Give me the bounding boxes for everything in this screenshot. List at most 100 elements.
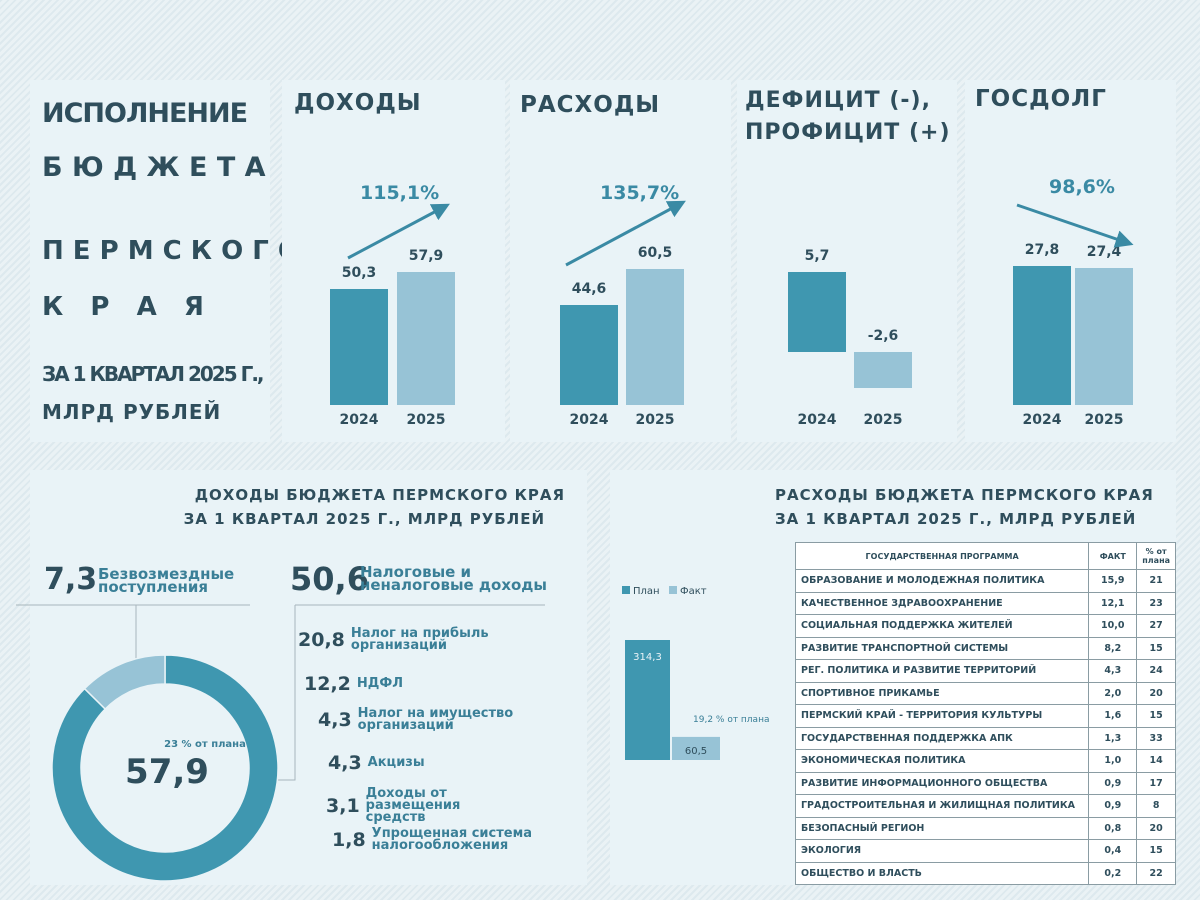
item-label: НДФЛ <box>356 676 527 691</box>
plan-percent: 20 <box>1136 816 1176 840</box>
table-row: ЭКОНОМИЧЕСКАЯ ПОЛИТИКА 1,0 14 <box>794 749 1176 773</box>
panel-title: ГОСДОЛГ <box>975 86 1107 112</box>
col-fact: ФАКТ <box>1088 542 1138 570</box>
year-label: 2024 <box>1022 412 1062 428</box>
revenue-item: 3,1 Доходы от размещения средств <box>326 787 536 824</box>
item-label: Налог на имущество организаций <box>357 706 528 732</box>
revenue-panel: ДОХОДЫ 50,3 2024 57,9 2025 115,1% <box>282 80 505 442</box>
trend-arrow-icon <box>1016 203 1134 248</box>
fact-value: 1,0 <box>1088 749 1138 773</box>
title-line: ИСПОЛНЕНИЕ <box>42 98 248 129</box>
program-name: ОБЩЕСТВО И ВЛАСТЬ <box>794 861 1090 885</box>
item-label: Акцизы <box>367 755 538 770</box>
program-name: СОЦИАЛЬНАЯ ПОДДЕРЖКА ЖИТЕЛЕЙ <box>794 614 1090 638</box>
bar-value-label: 50,3 <box>341 265 377 282</box>
table-row: ОБРАЗОВАНИЕ И МОЛОДЕЖНАЯ ПОЛИТИКА 15,9 21 <box>794 569 1176 593</box>
plan-percent: 24 <box>1136 659 1176 683</box>
table-header: ГОСУДАРСТВЕННАЯ ПРОГРАММА ФАКТ % от план… <box>794 542 1176 570</box>
plan-percent: 20 <box>1136 681 1176 705</box>
label-line: поступления <box>98 578 209 596</box>
change-percent: 98,6% <box>1049 176 1115 198</box>
item-value: 12,2 <box>304 673 351 695</box>
tax-value: 50,6 <box>290 560 369 598</box>
title-line: Б Ю Д Ж Е Т А <box>42 152 266 183</box>
program-name: СПОРТИВНОЕ ПРИКАМЬЕ <box>794 681 1090 705</box>
program-name: ЭКОНОМИЧЕСКАЯ ПОЛИТИКА <box>794 749 1090 773</box>
bar-value-label: 27,4 <box>1086 244 1122 260</box>
bar-2024 <box>560 304 618 405</box>
plan-percent: 22 <box>1136 861 1176 885</box>
program-name: КАЧЕСТВЕННОЕ ЗДРАВООХРАНЕНИЕ <box>794 591 1090 615</box>
program-name: РЕГ. ПОЛИТИКА И РАЗВИТИЕ ТЕРРИТОРИЙ <box>794 659 1090 683</box>
label-line: организаций <box>350 638 447 653</box>
revenue-item: 20,8 Налог на прибыль организаций <box>298 626 521 653</box>
label-line: Налог на прибыль <box>350 626 489 641</box>
label-line: Налоговые и <box>360 563 472 581</box>
label-line: Акцизы <box>367 755 425 770</box>
label-line: налогообложения <box>371 838 509 853</box>
label-line: Безвозмездные <box>98 565 235 583</box>
bar-value-label: 44,6 <box>571 280 607 297</box>
deficit-panel: ДЕФИЦИТ (-), ПРОФИЦИТ (+) 5,7 2024 -2,6 202… <box>737 80 957 442</box>
fact-value: 15,9 <box>1088 569 1138 593</box>
fact-value: 4,3 <box>1088 659 1138 683</box>
change-percent: 115,1% <box>360 182 440 204</box>
bar-2025 <box>626 268 684 405</box>
panel-title: ПРОФИЦИТ (+) <box>745 120 951 145</box>
plan-percent: 33 <box>1136 726 1176 750</box>
year-label: 2025 <box>406 412 446 428</box>
fact-value: 12,1 <box>1088 591 1138 615</box>
revenue-item: 4,3 Налог на имущество организаций <box>318 706 528 732</box>
bar-2025 <box>854 352 912 389</box>
item-value: 4,3 <box>328 752 362 774</box>
fact-value: 10,0 <box>1088 614 1138 638</box>
change-percent: 135,7% <box>600 182 680 204</box>
year-label: 2025 <box>863 412 903 428</box>
table-row: БЕЗОПАСНЫЙ РЕГИОН 0,8 20 <box>794 816 1176 840</box>
program-name: РАЗВИТИЕ ТРАНСПОРТНОЙ СИСТЕМЫ <box>794 636 1090 660</box>
trend-arrow-icon <box>565 200 686 267</box>
table-row: СПОРТИВНОЕ ПРИКАМЬЕ 2,0 20 <box>794 681 1176 705</box>
panel-title: ДОХОДЫ <box>294 90 422 116</box>
title-line: К Р А Я <box>42 292 204 322</box>
plan-percent: 15 <box>1136 704 1176 728</box>
bar-2024 <box>1013 266 1071 405</box>
table-row: ЭКОЛОГИЯ 0,4 15 <box>794 839 1176 863</box>
title-line: МЛРД РУБЛЕЙ <box>42 400 222 424</box>
year-label: 2025 <box>635 412 675 428</box>
item-label: Доходы от размещения средств <box>366 787 536 824</box>
item-value: 3,1 <box>326 795 360 817</box>
program-name: БЕЗОПАСНЫЙ РЕГИОН <box>794 816 1090 840</box>
program-name: ПЕРМСКИЙ КРАЙ - ТЕРРИТОРИЯ КУЛЬТУРЫ <box>794 704 1090 728</box>
program-name: РАЗВИТИЕ ИНФОРМАЦИОННОГО ОБЩЕСТВА <box>794 771 1090 795</box>
plan-percent: 15 <box>1136 839 1176 863</box>
title-line: П Е Р М С К О Г О <box>42 236 300 266</box>
table-row: КАЧЕСТВЕННОЕ ЗДРАВООХРАНЕНИЕ 12,1 23 <box>794 591 1176 615</box>
table-row: РЕГ. ПОЛИТИКА И РАЗВИТИЕ ТЕРРИТОРИЙ 4,3 24 <box>794 659 1176 683</box>
bar-value-label: -2,6 <box>867 328 899 344</box>
bar-value-label: 5,7 <box>804 248 830 265</box>
label-line: неналоговые доходы <box>360 576 547 594</box>
revenue-item: 1,8 Упрощенная система налогообложения <box>332 827 542 853</box>
plan-percent: 21 <box>1136 569 1176 593</box>
fact-value: 0,9 <box>1088 771 1138 795</box>
label-line: Налог на имущество <box>357 706 514 721</box>
year-label: 2025 <box>1084 412 1124 428</box>
title-line: ЗА 1 КВАРТАЛ 2025 Г., <box>42 362 265 386</box>
revenue-item: 12,2 НДФЛ <box>304 673 527 695</box>
title-panel: ИСПОЛНЕНИЕ Б Ю Д Ж Е Т А П Е Р М С К О Г… <box>30 80 300 442</box>
program-name: ГРАДОСТРОИТЕЛЬНАЯ И ЖИЛИЩНАЯ ПОЛИТИКА <box>794 794 1090 818</box>
program-name: ОБРАЗОВАНИЕ И МОЛОДЕЖНАЯ ПОЛИТИКА <box>794 569 1090 593</box>
col-percent: % от плана <box>1136 542 1176 570</box>
program-name: ЭКОЛОГИЯ <box>794 839 1090 863</box>
programs-table: ГОСУДАРСТВЕННАЯ ПРОГРАММА ФАКТ % от план… <box>794 542 1176 885</box>
table-row: ОБЩЕСТВО И ВЛАСТЬ 0,2 22 <box>794 861 1176 885</box>
bar-2025 <box>397 271 455 405</box>
bar-2024 <box>788 272 846 352</box>
bar-value-label: 60,5 <box>637 244 673 261</box>
label-line: НДФЛ <box>356 676 404 691</box>
plan-percent: 14 <box>1136 749 1176 773</box>
plan-percent: 15 <box>1136 636 1176 660</box>
fact-value: 1,6 <box>1088 704 1138 728</box>
year-label: 2024 <box>339 412 379 428</box>
